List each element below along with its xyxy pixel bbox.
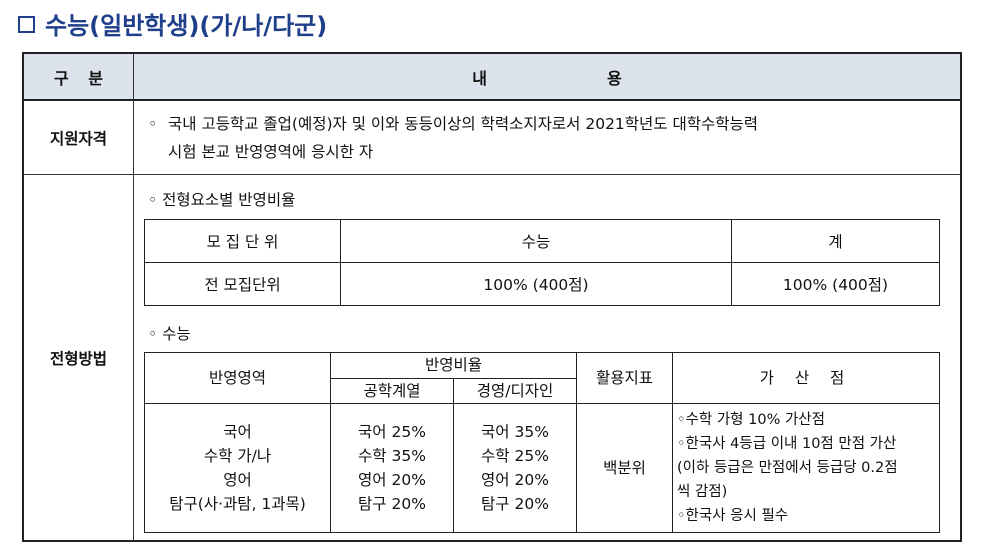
eligibility-line-2: 시험 본교 반영영역에 응시한 자 (168, 143, 374, 161)
t2-bonus-list: ◦수학 가형 10% 가산점 ◦한국사 4등급 이내 10점 만점 가산 (이하… (672, 403, 940, 533)
ratio-item: 국어 25% (358, 423, 426, 441)
ratio-item: 영어 20% (358, 471, 426, 489)
header-category: 구 분 (24, 54, 134, 101)
t1-cell-unit: 전 모집단위 (144, 262, 341, 306)
ratio-table: 모 집 단 위 수능 계 전 모집단위 100% (400점) 100% (40… (144, 219, 940, 306)
header-content: 내 용 (134, 54, 960, 101)
ratio-item: 탐구 20% (481, 495, 549, 513)
suneung-table: 반영영역 반영비율 활용지표 가 산 점 공학계열 경영/디자인 국어 수학 가… (144, 352, 940, 533)
area-item: 수학 가/나 (203, 447, 272, 465)
t2-index: 백분위 (576, 403, 673, 533)
t1-header-total: 계 (731, 219, 940, 263)
t1-header-unit: 모 집 단 위 (144, 219, 341, 263)
area-item: 탐구(사·과탐, 1과목) (169, 495, 306, 513)
section-suneung-heading: ◦ 수능 (148, 325, 191, 343)
page-title-text: 수능(일반학생)(가/나/다군) (45, 12, 328, 40)
bonus-item: ◦수학 가형 10% 가산점 (677, 412, 825, 428)
ratio-item: 수학 35% (358, 447, 426, 465)
ratio-item: 수학 25% (481, 447, 549, 465)
bonus-item: (이하 등급은 만점에서 등급당 0.2점 (677, 460, 898, 476)
method-label: 전형방법 (24, 175, 134, 540)
t2-header-bonus: 가 산 점 (672, 352, 940, 404)
section-ratio-heading: ◦ 전형요소별 반영비율 (148, 191, 296, 209)
area-item: 영어 (223, 471, 252, 489)
t1-header-suneung: 수능 (340, 219, 732, 263)
header-content-a: 내 (472, 68, 487, 88)
area-item: 국어 (223, 423, 252, 441)
eligibility-label: 지원자격 (24, 101, 134, 175)
t2-areas: 국어 수학 가/나 영어 탐구(사·과탐, 1과목) (144, 403, 331, 533)
t1-cell-total: 100% (400점) (731, 262, 940, 306)
page-title: 수능(일반학생)(가/나/다군) (18, 6, 327, 41)
header-content-b: 용 (607, 68, 622, 88)
eligibility-content: ◦ 국내 고등학교 졸업(예정)자 및 이와 동등이상의 학력소지자로서 202… (134, 101, 960, 175)
ratio-item: 탐구 20% (358, 495, 426, 513)
bullet-icon: ◦ (148, 115, 158, 133)
t2-header-index: 활용지표 (576, 352, 673, 404)
t1-cell-suneung: 100% (400점) (340, 262, 732, 306)
checkbox-square-icon (18, 16, 35, 33)
bonus-item: ◦한국사 4등급 이내 10점 만점 가산 (677, 436, 897, 452)
t2-eng-ratios: 국어 25% 수학 35% 영어 20% 탐구 20% (330, 403, 454, 533)
t2-header-biz: 경영/디자인 (453, 377, 577, 404)
t2-header-eng: 공학계열 (330, 377, 454, 404)
t2-biz-ratios: 국어 35% 수학 25% 영어 20% 탐구 20% (453, 403, 577, 533)
bonus-item: ◦한국사 응시 필수 (677, 508, 789, 524)
ratio-item: 영어 20% (481, 471, 549, 489)
ratio-item: 국어 35% (481, 423, 549, 441)
admission-table: 구 분 내 용 지원자격 ◦ 국내 고등학교 졸업(예정)자 및 이와 동등이상… (22, 52, 962, 542)
eligibility-line-1: 국내 고등학교 졸업(예정)자 및 이와 동등이상의 학력소지자로서 2021학… (168, 115, 759, 133)
t2-header-area: 반영영역 (144, 352, 331, 404)
t2-header-ratio: 반영비율 (330, 352, 577, 379)
bonus-item: 씩 감점) (677, 484, 728, 500)
